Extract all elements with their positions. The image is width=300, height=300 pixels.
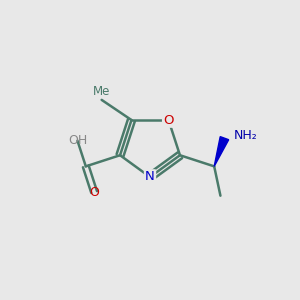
Text: Me: Me — [93, 85, 110, 98]
Text: OH: OH — [68, 134, 87, 147]
Polygon shape — [214, 136, 229, 166]
Text: NH₂: NH₂ — [233, 129, 257, 142]
Text: N: N — [145, 170, 155, 184]
Text: O: O — [163, 113, 174, 127]
Text: O: O — [89, 185, 99, 199]
